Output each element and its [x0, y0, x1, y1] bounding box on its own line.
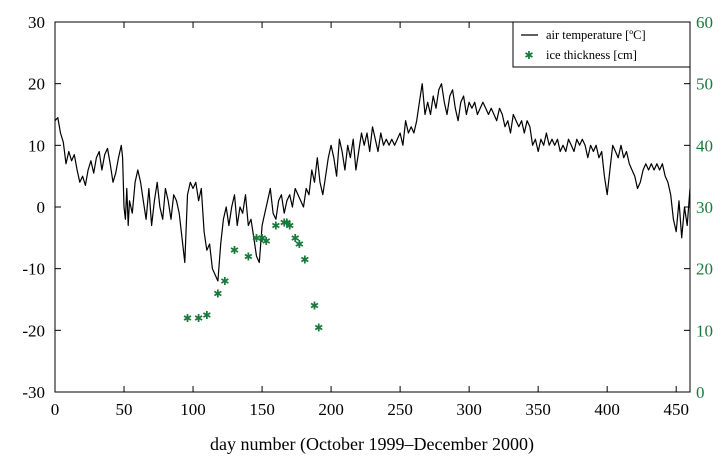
x-axis: 0 50 100 150 200 250 300 350 400 450 — [51, 22, 689, 419]
x-tick-label: 50 — [116, 400, 133, 419]
legend: air temperature [ºC] ✱ ice thickness [cm… — [512, 21, 691, 68]
ice-thickness-point: ✱ — [252, 232, 261, 245]
x-tick-label: 200 — [318, 400, 344, 419]
left-tick-label: 0 — [37, 198, 46, 217]
ice-thickness-point: ✱ — [282, 216, 291, 229]
ice-thickness-point: ✱ — [295, 238, 304, 251]
x-tick-label: 100 — [180, 400, 206, 419]
legend-marker-ice: ✱ — [524, 49, 533, 62]
ice-thickness-point: ✱ — [230, 244, 239, 257]
x-tick-label: 300 — [456, 400, 482, 419]
x-tick-label: 400 — [594, 400, 620, 419]
right-tick-label: 40 — [696, 136, 713, 155]
legend-label-air-temperature: air temperature [ºC] — [546, 28, 646, 42]
legend-label-ice-thickness: ice thickness [cm] — [546, 48, 637, 62]
x-axis-title: day number (October 1999–December 2000) — [210, 434, 534, 455]
right-y-axis: 0 10 20 30 40 50 60 — [684, 13, 713, 402]
left-tick-label: -30 — [22, 383, 45, 402]
left-y-axis: -30 -20 -10 0 10 20 30 — [22, 13, 61, 402]
left-tick-label: 20 — [28, 75, 45, 94]
ice-thickness-point: ✱ — [291, 232, 300, 245]
ice-thickness-point: ✱ — [285, 220, 294, 233]
left-tick-label: 10 — [28, 136, 45, 155]
x-tick-label: 250 — [387, 400, 413, 419]
ice-thickness-point: ✱ — [244, 250, 253, 263]
x-tick-label: 0 — [51, 400, 60, 419]
left-tick-label: 30 — [28, 13, 45, 32]
ice-thickness-point: ✱ — [314, 321, 323, 334]
series-layer: ✱ ✱✱✱✱✱ ✱✱✱✱✱ ✱✱✱✱✱✱✱✱ — [54, 83, 691, 334]
ice-thickness-point: ✱ — [271, 220, 280, 233]
right-tick-label: 60 — [696, 13, 713, 32]
series-line-air-temperature — [54, 83, 691, 282]
x-tick-label: 450 — [663, 400, 689, 419]
ice-thickness-point: ✱ — [194, 312, 203, 325]
x-tick-label: 350 — [525, 400, 551, 419]
left-tick-label: -10 — [22, 260, 45, 279]
x-tick-label: 150 — [249, 400, 275, 419]
left-tick-label: -20 — [22, 321, 45, 340]
ice-thickness-point: ✱ — [262, 235, 271, 248]
right-tick-label: 30 — [696, 198, 713, 217]
right-tick-label: 20 — [696, 260, 713, 279]
ice-thickness-point: ✱ — [310, 300, 319, 313]
right-tick-label: 0 — [696, 383, 705, 402]
ice-thickness-point: ✱ — [202, 309, 211, 322]
ice-thickness-point: ✱ — [220, 275, 229, 288]
ice-thickness-point: ✱ — [257, 232, 266, 245]
right-tick-label: 50 — [696, 75, 713, 94]
right-tick-label: 10 — [696, 321, 713, 340]
ice-thickness-point: ✱ — [300, 253, 309, 266]
ice-thickness-point: ✱ — [280, 216, 289, 229]
ice-thickness-point: ✱ — [183, 312, 192, 325]
ice-thickness-point: ✱ — [213, 287, 222, 300]
legend-box — [512, 21, 691, 68]
